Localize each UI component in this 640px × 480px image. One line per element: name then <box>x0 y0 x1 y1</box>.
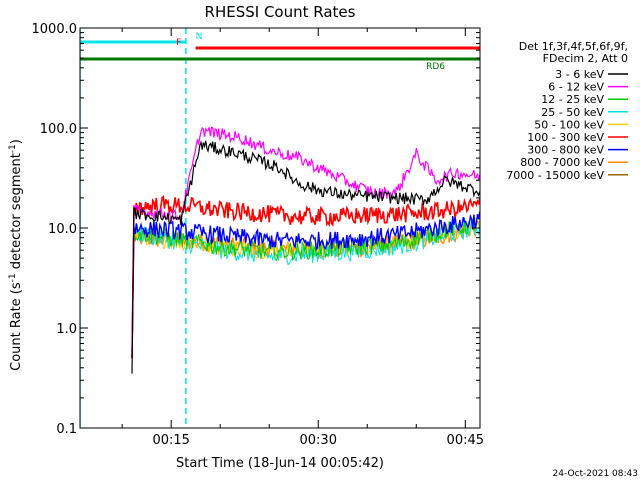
y-axis-label-part: detector segment <box>9 153 24 273</box>
axes: 00:15 00:30 00:45 0.1 1.0 10.0 100.0 1000.0 <box>32 22 485 448</box>
y-tick-label: 0.1 <box>56 422 77 437</box>
y-tick-label: 100.0 <box>40 122 77 137</box>
x-tick-label: 00:30 <box>300 433 337 448</box>
series-line <box>131 219 480 359</box>
series-line <box>131 216 480 359</box>
y-tick-label: 10.0 <box>48 222 77 237</box>
legend-entry-label: 7000 - 15000 keV <box>506 169 604 182</box>
state-bar-label: RD6 <box>426 62 445 72</box>
state-bar-label: F <box>176 38 181 48</box>
series-line <box>131 140 480 374</box>
legend-entry-label: 3 - 6 keV <box>555 68 604 81</box>
chart-title: RHESSI Count Rates <box>205 3 356 21</box>
legend-entry-label: 50 - 100 keV <box>534 118 604 131</box>
legend-entry-label: 25 - 50 keV <box>541 106 604 119</box>
y-axis-label-superscript: -1 <box>8 144 18 153</box>
y-tick-label: 1.0 <box>56 322 77 337</box>
legend-entry-label: 300 - 800 keV <box>527 144 604 157</box>
series-line <box>131 218 480 359</box>
legend-entry-label: 100 - 300 keV <box>527 131 604 144</box>
x-axis-label: Start Time (18-Jun-14 00:05:42) <box>176 456 384 471</box>
legend: Det 1f,3f,4f,5f,6f,9f,FDecim 2, Att 0 3 -… <box>506 40 628 182</box>
footer-date: 24-Oct-2021 08:43 <box>553 469 638 479</box>
series-line <box>131 217 480 359</box>
x-tick-label: 00:15 <box>152 433 189 448</box>
y-axis-label-part: ) <box>9 139 24 144</box>
legend-entry-label: 6 - 12 keV <box>548 81 604 94</box>
y-axis-label: Count Rate (s-1 detector segment-1) <box>8 139 24 371</box>
y-axis-label-superscript: -1 <box>8 273 18 282</box>
legend-entry-label: 12 - 25 keV <box>541 93 604 106</box>
state-bar-label: N <box>196 32 203 42</box>
legend-header: FDecim 2, Att 0 <box>543 52 628 65</box>
legend-header: Det 1f,3f,4f,5f,6f,9f, <box>519 40 628 53</box>
legend-entry-label: 800 - 7000 keV <box>520 156 604 169</box>
series-line <box>131 211 480 359</box>
series-line <box>131 126 480 355</box>
y-axis-label-part: Count Rate (s <box>9 282 24 371</box>
y-tick-label: 1000.0 <box>32 22 78 37</box>
x-tick-label: 00:45 <box>447 433 484 448</box>
series-line <box>131 195 480 359</box>
